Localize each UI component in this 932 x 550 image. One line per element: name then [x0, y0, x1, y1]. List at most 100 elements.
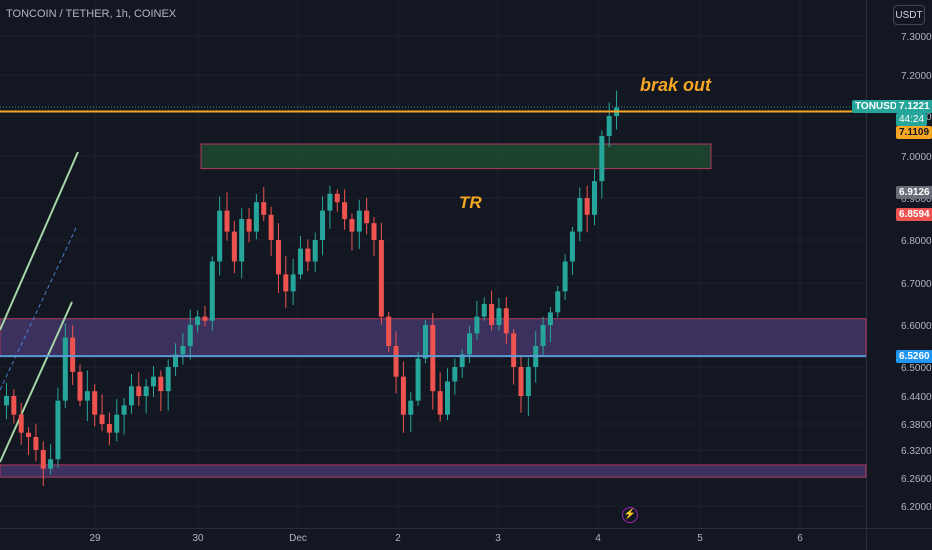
candle-body: [540, 325, 546, 346]
candle-body: [342, 202, 348, 219]
time-tick-label: 4: [595, 533, 601, 544]
candle-body: [143, 386, 149, 396]
candle-body: [246, 219, 252, 232]
candle-body: [136, 386, 142, 396]
candle-body: [547, 312, 553, 325]
candle-body: [77, 371, 83, 401]
candle-body: [180, 346, 186, 355]
gray-price-badge: 6.9126: [896, 186, 932, 199]
candle-body: [33, 437, 39, 450]
price-tick-label: 6.7000: [901, 279, 932, 290]
candle-body: [298, 248, 303, 275]
price-tick-label: 6.8000: [901, 236, 932, 247]
candle-body: [283, 274, 289, 292]
price-tick-label: 6.2600: [901, 474, 932, 485]
candle-body: [430, 325, 436, 392]
candle-body: [467, 333, 473, 355]
candle-body: [305, 248, 311, 262]
candle-body: [584, 198, 590, 215]
price-tick-label: 6.2000: [901, 502, 932, 513]
time-tick-label: Dec: [289, 533, 307, 544]
candle-body: [349, 219, 355, 232]
trendline-mid-dashed: [0, 227, 77, 391]
candle-body: [437, 391, 443, 415]
candle-body: [393, 346, 399, 377]
candle-body: [92, 391, 98, 415]
candle-body: [70, 337, 76, 372]
candle-body: [173, 354, 179, 367]
currency-button[interactable]: USDT: [893, 5, 925, 25]
candle-body: [459, 354, 465, 367]
candle-body: [364, 210, 370, 224]
candle-body: [253, 202, 259, 232]
candle-body: [511, 333, 517, 367]
price-tick-label: 6.4400: [901, 392, 932, 403]
lightning-icon[interactable]: ⚡: [622, 507, 638, 523]
candle-body: [48, 459, 54, 469]
candle-body: [202, 316, 208, 321]
candle-body: [445, 381, 450, 415]
candle-body: [378, 240, 384, 317]
candle-body: [40, 450, 46, 469]
candle-body: [217, 210, 223, 262]
candle-body: [165, 367, 171, 392]
candle-body: [224, 210, 230, 232]
candle-body: [356, 210, 362, 232]
candle-body: [151, 376, 156, 387]
last-price-badge: 7.1221: [896, 100, 932, 113]
candle-body: [334, 193, 340, 203]
candle-body: [55, 400, 61, 460]
candle-body: [599, 136, 605, 182]
candle-body: [62, 337, 68, 401]
candle-body: [481, 304, 487, 317]
candle-body: [592, 181, 597, 215]
price-tick-label: 6.3800: [901, 420, 932, 431]
candle-body: [327, 193, 333, 211]
candle-body: [422, 325, 428, 359]
resistance-zone: [200, 143, 712, 170]
candle-body: [525, 367, 531, 396]
symbol-badge: TONUSDT: [852, 100, 907, 113]
trendline-upper: [0, 151, 79, 331]
red-price-badge: 6.8594: [896, 208, 932, 221]
range-annotation: TR: [459, 193, 482, 212]
trendline-lower: [0, 301, 73, 463]
candle-body: [114, 414, 120, 433]
time-tick-label: 30: [192, 533, 204, 544]
candle-body: [195, 316, 201, 325]
candle-body: [562, 261, 568, 292]
candle-body: [312, 240, 318, 262]
candle-body: [452, 367, 458, 382]
time-tick-label: 29: [89, 533, 101, 544]
candle-body: [4, 396, 9, 406]
candle-body: [26, 432, 32, 437]
candle-body: [400, 376, 406, 415]
price-tick-label: 6.5000: [901, 363, 932, 374]
candle-body: [239, 219, 245, 262]
price-tick-label: 7.3000: [901, 32, 932, 43]
candle-body: [415, 358, 421, 401]
blue-line-price-badge: 6.5260: [896, 350, 932, 363]
demand-zone-lower: [0, 464, 867, 478]
price-tick-label: 6.3200: [901, 446, 932, 457]
candle-body: [231, 231, 237, 262]
candle-body: [106, 424, 112, 433]
candle-body: [474, 316, 480, 334]
price-tick-label: 6.9000: [901, 194, 932, 205]
candle-body: [11, 396, 17, 415]
candle-body: [408, 400, 414, 415]
candle-body: [569, 231, 575, 262]
symbol-header: TONCOIN / TETHER, 1h, COINEX: [6, 8, 177, 20]
candle-body: [518, 367, 524, 396]
candle-body: [606, 116, 612, 136]
candle-body: [158, 376, 164, 392]
price-tick-label: 7.2000: [901, 71, 932, 82]
candle-body: [261, 202, 267, 215]
candle-body: [99, 414, 105, 424]
candle-body: [18, 414, 24, 433]
candle-body: [577, 198, 583, 232]
time-tick-label: 3: [495, 533, 501, 544]
candle-body: [503, 308, 509, 334]
